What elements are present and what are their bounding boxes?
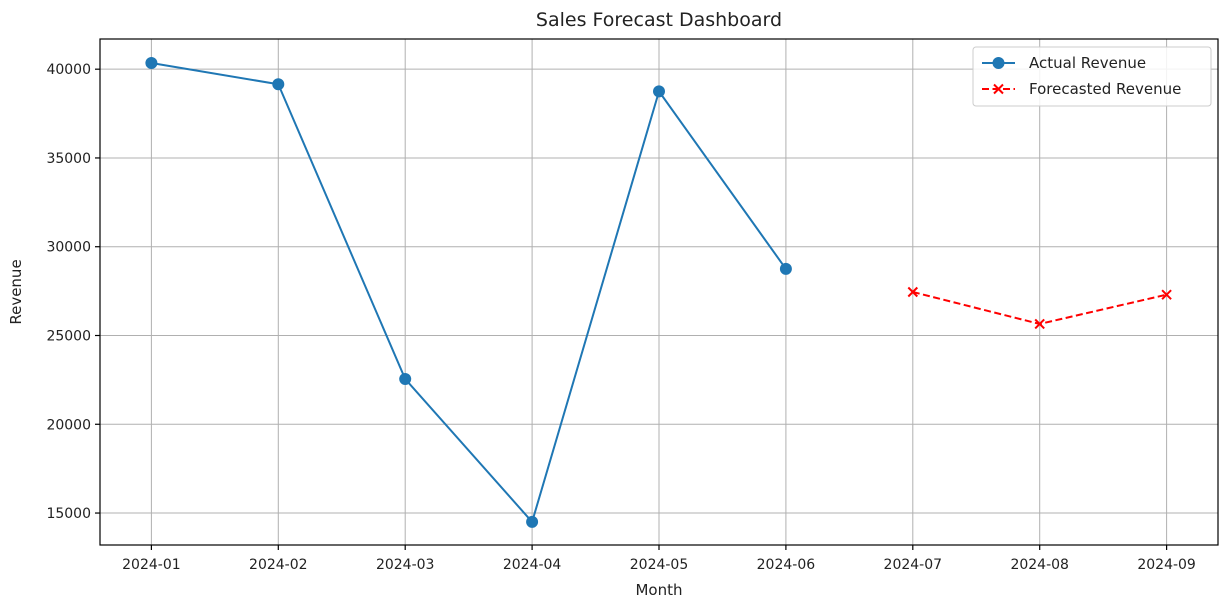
data-point-forecasted-revenue-2024-08 — [1034, 318, 1045, 330]
x-tick-label-2024-05: 2024-05 — [630, 557, 689, 573]
data-point-legend-forecasted-revenue — [993, 83, 1004, 95]
y-tick-label-40000: 40000 — [46, 62, 91, 78]
y-tick-label-35000: 35000 — [46, 151, 91, 167]
data-point-actual-revenue-2024-05 — [653, 85, 665, 98]
x-tick-label-2024-01: 2024-01 — [122, 557, 181, 573]
data-point-actual-revenue-2024-02 — [272, 78, 285, 91]
x-axis-label: Month — [635, 581, 682, 599]
grid — [100, 39, 1218, 545]
series-layer — [145, 56, 1172, 528]
data-point-legend-actual-revenue — [992, 57, 1005, 69]
series-line-actual-revenue — [151, 61, 787, 523]
y-tick-label-25000: 25000 — [46, 328, 91, 344]
legend-entry-actual-revenue: Actual Revenue — [982, 54, 1146, 72]
y-tick-label-15000: 15000 — [46, 506, 91, 522]
y-axis-label: Revenue — [7, 259, 25, 324]
y-tick-label-20000: 20000 — [46, 417, 91, 433]
series-actual-revenue — [145, 56, 792, 528]
x-tick-label-2024-02: 2024-02 — [249, 557, 308, 573]
y-tick-label-30000: 30000 — [46, 240, 91, 256]
data-point-forecasted-revenue-2024-09 — [1161, 289, 1172, 300]
series-forecasted-revenue — [907, 286, 1172, 330]
x-tick-label-2024-09: 2024-09 — [1137, 557, 1196, 573]
data-point-actual-revenue-2024-01 — [145, 56, 158, 69]
x-tick-label-2024-06: 2024-06 — [757, 557, 816, 573]
chart-title: Sales Forecast Dashboard — [536, 9, 782, 31]
data-point-forecasted-revenue-2024-07 — [907, 286, 919, 298]
x-tick-label-2024-04: 2024-04 — [503, 557, 562, 573]
data-point-actual-revenue-2024-06 — [779, 262, 792, 275]
x-tick-label-2024-07: 2024-07 — [884, 557, 943, 573]
legend: Actual Revenue Forecasted Revenue — [972, 46, 1212, 107]
legend-box — [972, 46, 1212, 107]
x-tick-label-2024-03: 2024-03 — [376, 557, 435, 573]
data-point-actual-revenue-2024-03 — [399, 372, 412, 385]
legend-label: Actual Revenue — [1029, 54, 1146, 72]
ticks: 2024-01 2024-02 2024-03 2024-04 2024-05 2024-… — [46, 62, 1195, 573]
data-point-actual-revenue-2024-04 — [526, 515, 539, 528]
legend-label: Forecasted Revenue — [1029, 80, 1181, 98]
x-tick-label-2024-08: 2024-08 — [1010, 557, 1069, 573]
legend-entry-forecasted-revenue: Forecasted Revenue — [982, 80, 1181, 98]
